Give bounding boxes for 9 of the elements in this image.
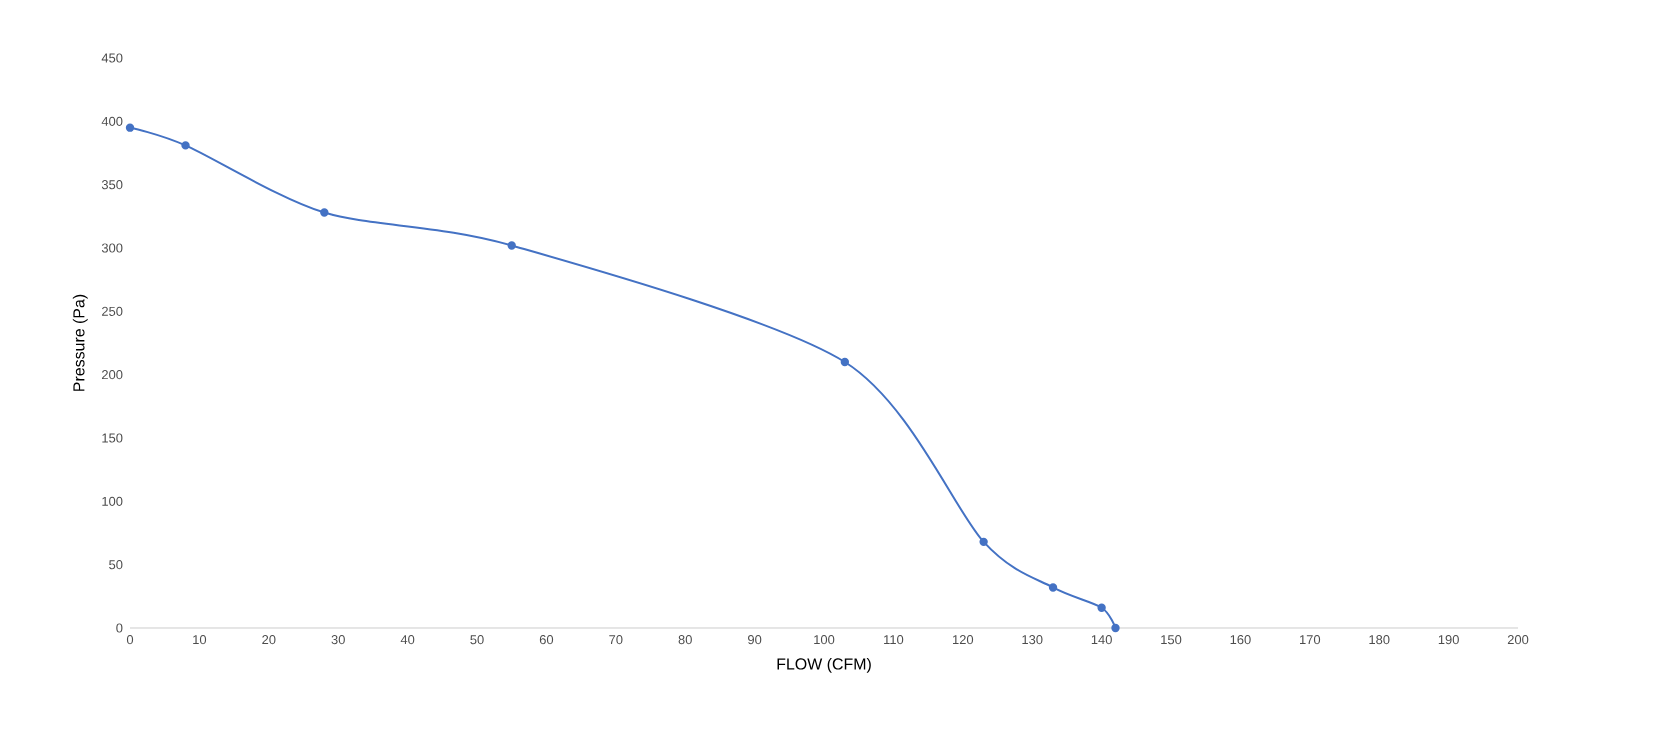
- point: [320, 208, 329, 217]
- point: [1048, 583, 1058, 592]
- point: [507, 241, 516, 250]
- point: [1111, 623, 1120, 633]
- point: [979, 537, 988, 547]
- point: [125, 123, 135, 132]
- point: [1097, 603, 1106, 612]
- point: [181, 141, 190, 150]
- point: [840, 357, 850, 367]
